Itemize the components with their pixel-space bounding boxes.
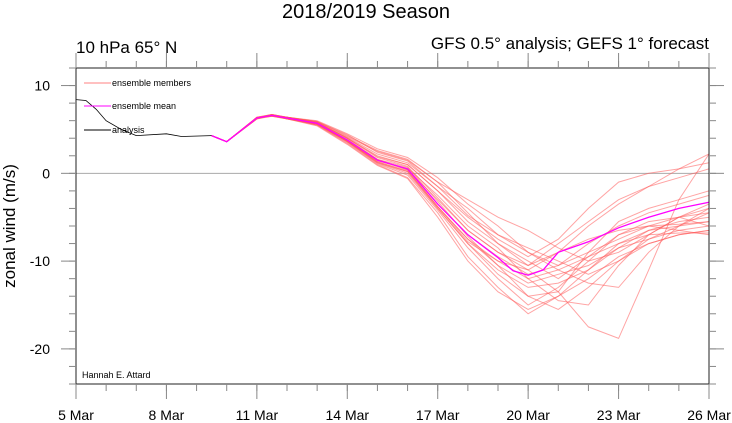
ensemble-mean-layer: [211, 114, 710, 276]
y-tick-label: 0: [42, 165, 50, 181]
x-tick-label: 5 Mar: [58, 407, 94, 423]
x-tick-label: 23 Mar: [597, 407, 641, 423]
legend: ensemble members ensemble mean analysis: [84, 78, 192, 135]
subtitle-left: 10 hPa 65° N: [76, 38, 177, 57]
y-tick-label: -20: [30, 341, 50, 357]
legend-label-analysis: analysis: [112, 125, 145, 135]
ensemble-mean-line: [211, 114, 710, 276]
ensemble-member-line-16: [211, 115, 709, 288]
ensemble-member-line-17: [211, 113, 709, 280]
ensemble-member-line-14: [211, 114, 709, 310]
legend-label-mean: ensemble mean: [112, 101, 176, 111]
x-tick-label: 14 Mar: [325, 407, 369, 423]
chart-title: 2018/2019 Season: [282, 1, 450, 23]
ensemble-member-line-7: [211, 114, 709, 284]
ensemble-member-line-4: [211, 114, 709, 288]
x-tick-label: 26 Mar: [687, 407, 731, 423]
y-axis-label: zonal wind (m/s): [0, 164, 19, 288]
legend-label-members: ensemble members: [112, 78, 192, 88]
x-tick-label: 8 Mar: [149, 407, 185, 423]
y-tick-label: 10: [34, 78, 50, 94]
analysis-line: [75, 99, 212, 137]
x-tick-label: 17 Mar: [416, 407, 460, 423]
credit-text: Hannah E. Attard: [82, 370, 151, 380]
x-tick-label: 20 Mar: [506, 407, 550, 423]
x-tick-label: 11 Mar: [236, 407, 279, 423]
y-tick-label: -10: [30, 253, 50, 269]
axes-layer: 5 Mar 8 Mar 11 Mar 14 Mar 17 Mar 20 Mar 23 Mar…: [30, 53, 731, 423]
analysis-layer: [75, 99, 212, 137]
subtitle-right: GFS 0.5° analysis; GEFS 1° forecast: [431, 34, 709, 53]
ensemble-member-line-18: [211, 114, 709, 310]
